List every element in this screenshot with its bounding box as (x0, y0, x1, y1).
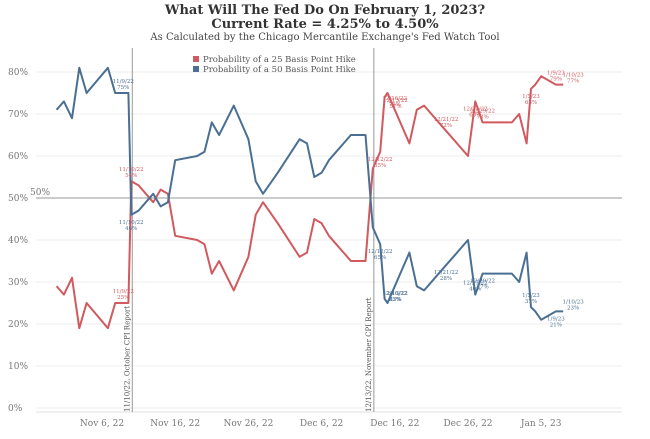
x-tick-label: Nov 6, 22 (80, 419, 124, 429)
chart-title: What Will The Fed Do On February 1, 2023… (164, 3, 486, 18)
x-tick-label: Nov 16, 22 (150, 419, 200, 429)
data-label-date: 12/13/22 (383, 98, 408, 104)
data-label-date: 12/21/22 (434, 117, 459, 123)
x-tick-label: Dec 6, 22 (300, 419, 343, 429)
data-label-date: 12/12/22 (368, 249, 393, 255)
data-label-value: 46% (125, 226, 137, 232)
data-label-value: 63% (525, 100, 537, 106)
data-label-value: 21% (550, 322, 562, 328)
data-label-value: 77% (567, 79, 579, 85)
data-label-value: 37% (525, 299, 537, 305)
data-label-date: 12/12/22 (368, 157, 393, 163)
y-tick-label: 50% (8, 194, 28, 204)
data-label-value: 40% (469, 287, 481, 293)
legend-label: Probability of a 25 Basis Point Hike (203, 55, 356, 65)
data-label-date: 12/16/22 (382, 291, 407, 297)
data-label-date: 1/10/23 (563, 299, 585, 305)
data-label-value: 23% (567, 305, 579, 311)
legend: Probability of a 25 Basis Point HikeProb… (193, 55, 356, 75)
y-tick-label: 30% (8, 278, 28, 288)
data-label-date: 11/9/22 (113, 79, 134, 85)
data-label-value: 73% (477, 114, 489, 120)
data-label-value: 35% (374, 163, 386, 169)
data-label-date: 1/5/23 (522, 293, 540, 299)
data-label-date: 11/10/22 (119, 220, 144, 226)
data-label-date: 11/10/22 (119, 167, 144, 173)
data-label-date: 1/9/23 (547, 71, 565, 77)
data-label-date: 12/29/22 (470, 108, 495, 114)
reference-line-label: 50% (30, 188, 50, 198)
gridlines: 50% (30, 71, 622, 409)
data-label-date: 12/13/22 (383, 291, 408, 297)
series-line-25bp (55, 75, 564, 330)
x-tick-label: Dec 26, 22 (443, 419, 492, 429)
y-tick-label: 20% (8, 320, 28, 330)
legend-label: Probability of a 50 Basis Point Hike (203, 65, 356, 75)
data-label-date: 12/27/22 (463, 281, 488, 287)
data-label-value: 25% (117, 295, 129, 301)
data-label-date: 12/29/22 (470, 279, 495, 285)
data-label-value: 75% (117, 85, 129, 91)
x-tick-label: Jan 5, 23 (520, 419, 562, 429)
x-tick-label: Nov 26, 22 (223, 419, 273, 429)
event-markers: 11/10/22, October CPI Report 12/13/22, No… (123, 48, 375, 412)
data-label-date: 1/10/23 (563, 73, 585, 79)
y-tick-label: 70% (8, 110, 28, 120)
legend-swatch (193, 66, 199, 72)
y-tick-label: 60% (8, 152, 28, 162)
data-label-date: 1/5/23 (522, 94, 540, 100)
data-label-value: 27% (477, 285, 489, 291)
data-labels: 11/9/2225%11/10/2254%12/12/2235%12/13/22… (113, 71, 585, 329)
data-label-value: 75% (389, 102, 401, 108)
data-label-value: 72% (440, 123, 452, 129)
data-label-value: 60% (469, 112, 481, 118)
y-tick-label: 10% (8, 362, 28, 372)
data-label-value: 28% (440, 276, 452, 282)
chart-subtitle: Current Rate = 4.25% to 4.50% (211, 17, 439, 32)
x-tick-label: Dec 16, 22 (370, 419, 419, 429)
y-tick-label: 0% (8, 404, 23, 414)
data-label-value: 54% (125, 173, 137, 179)
data-label-value: 65% (374, 255, 386, 261)
series-lines (55, 66, 564, 330)
data-label-date: 1/9/23 (547, 316, 565, 322)
data-label-value: 25% (389, 297, 401, 303)
y-tick-label: 40% (8, 236, 28, 246)
data-label-date: 12/27/22 (463, 106, 488, 112)
legend-swatch (193, 56, 199, 62)
data-label-date: 12/16/22 (382, 96, 407, 102)
event-label: 11/10/22, October CPI Report (123, 306, 131, 412)
y-tick-label: 80% (8, 68, 28, 78)
chart-caption: As Calculated by the Chicago Mercantile … (150, 32, 500, 43)
series-line-50bp (55, 66, 564, 321)
axes: 0% 10% 20% 30% 40% 50% 60% 70% 80% Nov 6, 22 Nov 1… (8, 68, 622, 429)
event-label: 12/13/22, November CPI Report (365, 297, 373, 412)
data-label-value: 79% (550, 77, 562, 83)
data-label-value: 43% (389, 297, 401, 303)
data-label-date: 12/21/22 (434, 270, 459, 276)
data-label-value: 57% (389, 104, 401, 110)
data-label-date: 11/9/22 (113, 289, 134, 295)
